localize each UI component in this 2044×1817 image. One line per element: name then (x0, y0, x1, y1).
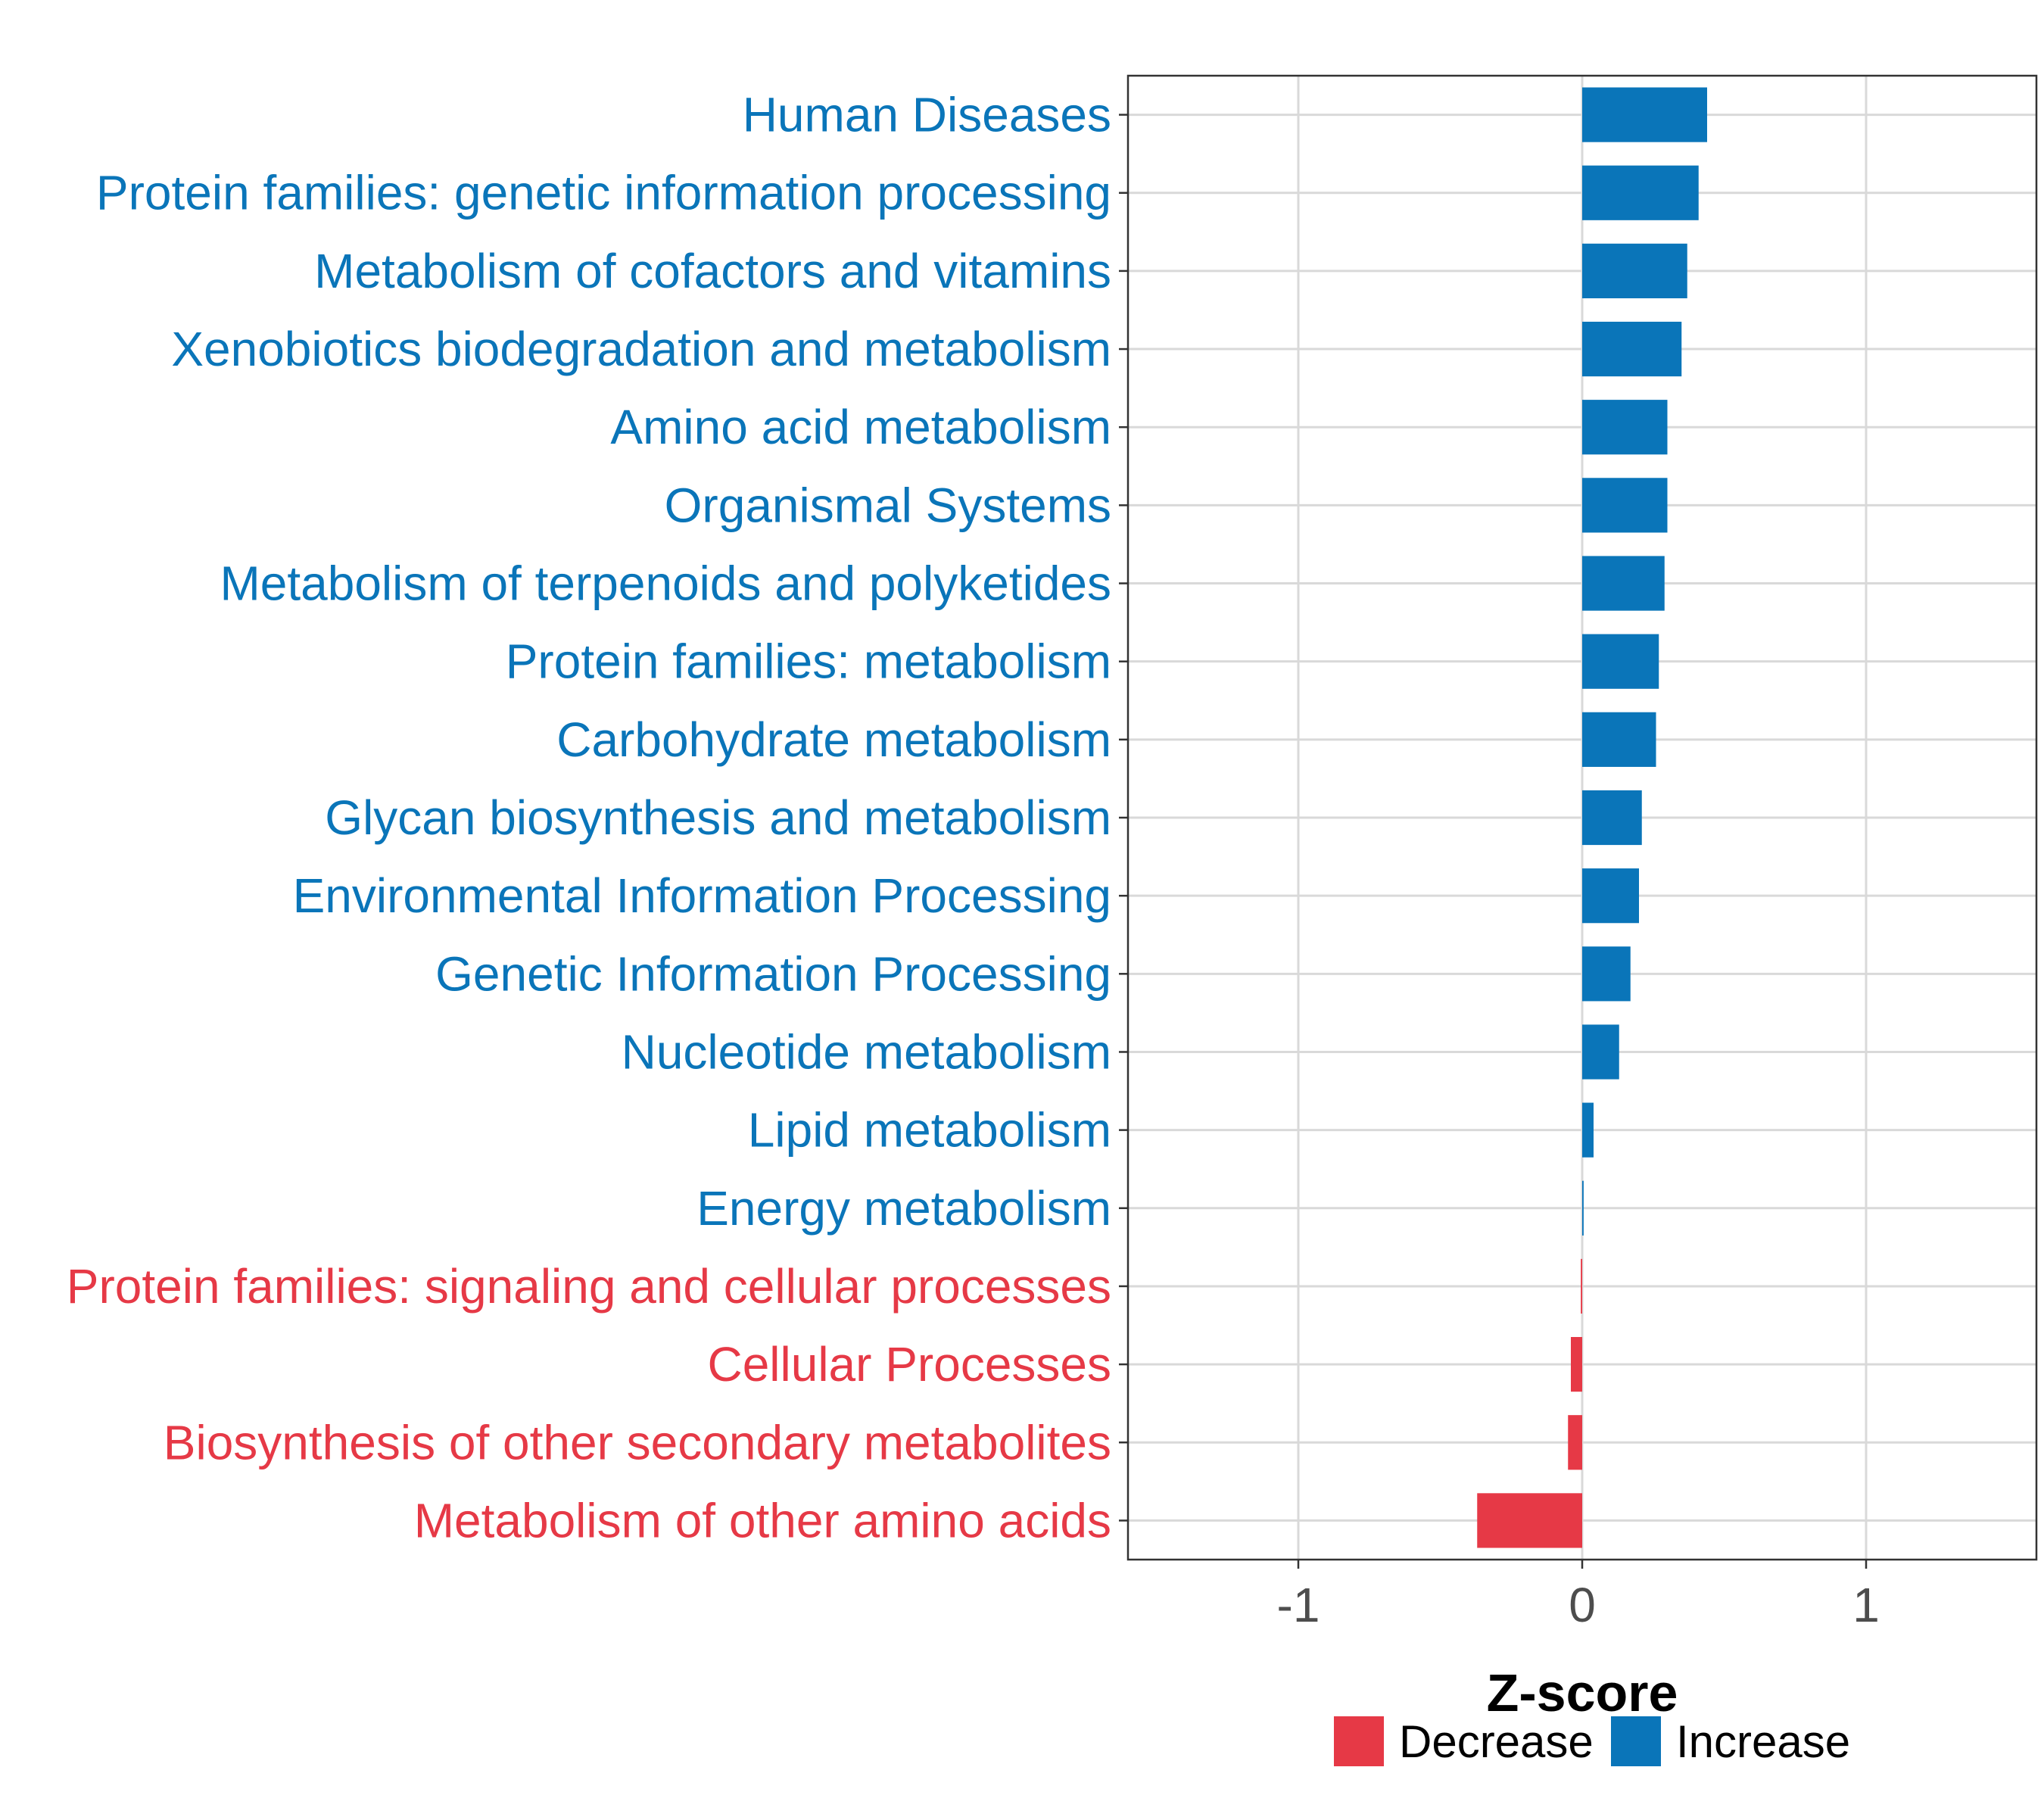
category-label: Energy metabolism (696, 1181, 1111, 1236)
legend-label-increase: Increase (1676, 1716, 1850, 1767)
bar-decrease (1571, 1337, 1582, 1392)
category-label: Cellular Processes (707, 1337, 1111, 1392)
bar-increase (1582, 243, 1687, 298)
category-label: Glycan biosynthesis and metabolism (325, 790, 1111, 845)
category-label: Nucleotide metabolism (622, 1024, 1111, 1079)
bar-increase (1582, 868, 1639, 924)
category-label: Lipid metabolism (748, 1103, 1111, 1158)
legend-key-increase (1611, 1716, 1661, 1766)
bar-increase (1582, 321, 1682, 377)
category-label: Protein families: signaling and cellular… (67, 1259, 1111, 1314)
bar-decrease (1568, 1415, 1582, 1470)
category-label: Protein families: genetic information pr… (96, 166, 1111, 220)
x-tick-label: -1 (1277, 1578, 1320, 1632)
bar-decrease (1581, 1258, 1582, 1314)
bar-increase (1582, 1180, 1584, 1236)
category-label: Carbohydrate metabolism (556, 712, 1111, 767)
bar-increase (1582, 1102, 1594, 1158)
category-label: Metabolism of terpenoids and polyketides (220, 556, 1111, 611)
category-label: Organismal Systems (665, 478, 1111, 532)
bar-increase (1582, 634, 1659, 689)
category-label: Environmental Information Processing (293, 868, 1111, 923)
bar-increase (1582, 400, 1668, 455)
bar-increase (1582, 790, 1642, 846)
category-label: Metabolism of other amino acids (414, 1493, 1111, 1547)
category-label: Genetic Information Processing (435, 946, 1111, 1001)
bar-increase (1582, 1024, 1619, 1080)
category-label: Protein families: metabolism (506, 634, 1111, 689)
legend-label-decrease: Decrease (1399, 1716, 1594, 1767)
bar-increase (1582, 946, 1631, 1002)
category-label: Biosynthesis of other secondary metaboli… (164, 1415, 1111, 1469)
category-label: Xenobiotics biodegradation and metabolis… (171, 322, 1111, 376)
bar-increase (1582, 87, 1707, 142)
bar-increase (1582, 165, 1699, 220)
category-label: Human Diseases (743, 88, 1111, 142)
bar-increase (1582, 712, 1656, 767)
category-label: Metabolism of cofactors and vitamins (314, 244, 1111, 298)
category-label: Amino acid metabolism (610, 400, 1111, 454)
legend-key-decrease (1334, 1716, 1384, 1766)
bar-increase (1582, 478, 1668, 533)
bar-decrease (1477, 1493, 1582, 1548)
bar-increase (1582, 556, 1665, 611)
x-tick-label: 0 (1569, 1578, 1596, 1632)
x-tick-label: 1 (1852, 1578, 1880, 1632)
x-axis-title: Z-score (1487, 1663, 1678, 1722)
